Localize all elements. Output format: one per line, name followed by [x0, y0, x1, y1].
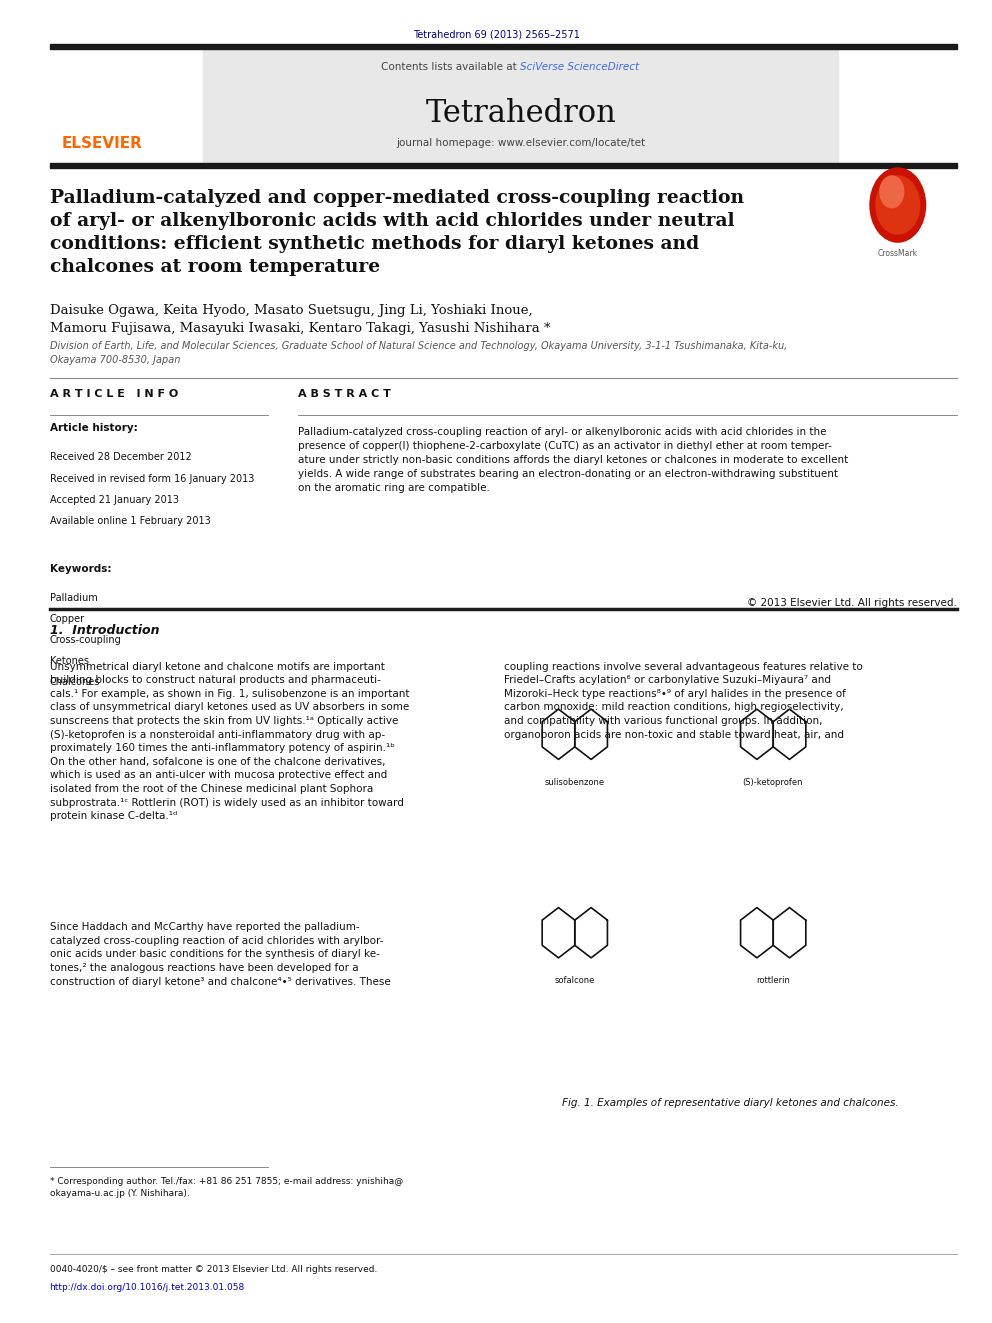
- Text: Fig. 1. Examples of representative diaryl ketones and chalcones.: Fig. 1. Examples of representative diary…: [562, 1098, 899, 1109]
- Text: Received 28 December 2012: Received 28 December 2012: [50, 452, 191, 463]
- Text: http://dx.doi.org/10.1016/j.tet.2013.01.058: http://dx.doi.org/10.1016/j.tet.2013.01.…: [50, 1283, 245, 1293]
- Text: Palladium-catalyzed cross-coupling reaction of aryl- or alkenylboronic acids wit: Palladium-catalyzed cross-coupling react…: [298, 427, 848, 493]
- Text: SciVerse ScienceDirect: SciVerse ScienceDirect: [520, 62, 639, 73]
- Text: coupling reactions involve several advantageous features relative to
Friedel–Cra: coupling reactions involve several advan…: [504, 662, 863, 740]
- Text: Chalcones: Chalcones: [50, 677, 100, 688]
- Text: Available online 1 February 2013: Available online 1 February 2013: [50, 516, 210, 527]
- Circle shape: [880, 176, 904, 208]
- Text: Daisuke Ogawa, Keita Hyodo, Masato Suetsugu, Jing Li, Yoshiaki Inoue,
Mamoru Fuj: Daisuke Ogawa, Keita Hyodo, Masato Suets…: [50, 304, 551, 335]
- Text: Received in revised form 16 January 2013: Received in revised form 16 January 2013: [50, 474, 254, 484]
- Circle shape: [870, 168, 926, 242]
- Circle shape: [876, 176, 920, 234]
- Text: Tetrahedron: Tetrahedron: [426, 98, 616, 128]
- Text: (S)-ketoprofen: (S)-ketoprofen: [743, 778, 804, 787]
- Text: 0040-4020/$ – see front matter © 2013 Elsevier Ltd. All rights reserved.: 0040-4020/$ – see front matter © 2013 El…: [50, 1265, 377, 1274]
- Bar: [50, 163, 957, 168]
- Bar: [50, 44, 957, 49]
- Text: sofalcone: sofalcone: [555, 976, 595, 986]
- Text: ELSEVIER: ELSEVIER: [62, 136, 142, 151]
- Text: rottlerin: rottlerin: [756, 976, 790, 986]
- Text: Accepted 21 January 2013: Accepted 21 January 2013: [50, 495, 179, 505]
- Text: CrossMark: CrossMark: [878, 249, 918, 258]
- Text: A R T I C L E   I N F O: A R T I C L E I N F O: [50, 389, 178, 400]
- Text: Cross-coupling: Cross-coupling: [50, 635, 121, 646]
- Bar: [203, 49, 838, 164]
- Text: sulisobenzone: sulisobenzone: [545, 778, 604, 787]
- Text: * Corresponding author. Tel./fax: +81 86 251 7855; e-mail address: ynishiha@
oka: * Corresponding author. Tel./fax: +81 86…: [50, 1177, 403, 1199]
- Text: Unsymmetrical diaryl ketone and chalcone motifs are important
building blocks to: Unsymmetrical diaryl ketone and chalcone…: [50, 662, 409, 822]
- Text: journal homepage: www.elsevier.com/locate/tet: journal homepage: www.elsevier.com/locat…: [396, 138, 646, 148]
- Text: Contents lists available at: Contents lists available at: [381, 62, 520, 73]
- Text: Tetrahedron 69 (2013) 2565–2571: Tetrahedron 69 (2013) 2565–2571: [413, 29, 579, 40]
- Text: A B S T R A C T: A B S T R A C T: [298, 389, 391, 400]
- Text: Palladium: Palladium: [50, 593, 97, 603]
- Text: Since Haddach and McCarthy have reported the palladium-
catalyzed cross-coupling: Since Haddach and McCarthy have reported…: [50, 922, 390, 987]
- Text: Ketones: Ketones: [50, 656, 88, 667]
- Text: © 2013 Elsevier Ltd. All rights reserved.: © 2013 Elsevier Ltd. All rights reserved…: [747, 598, 957, 609]
- Text: Palladium-catalyzed and copper-mediated cross-coupling reaction
of aryl- or alke: Palladium-catalyzed and copper-mediated …: [50, 189, 744, 277]
- Text: 1.  Introduction: 1. Introduction: [50, 624, 159, 638]
- Text: Division of Earth, Life, and Molecular Sciences, Graduate School of Natural Scie: Division of Earth, Life, and Molecular S…: [50, 341, 787, 365]
- Text: Keywords:: Keywords:: [50, 564, 111, 574]
- Text: Article history:: Article history:: [50, 423, 137, 434]
- Text: Copper: Copper: [50, 614, 84, 624]
